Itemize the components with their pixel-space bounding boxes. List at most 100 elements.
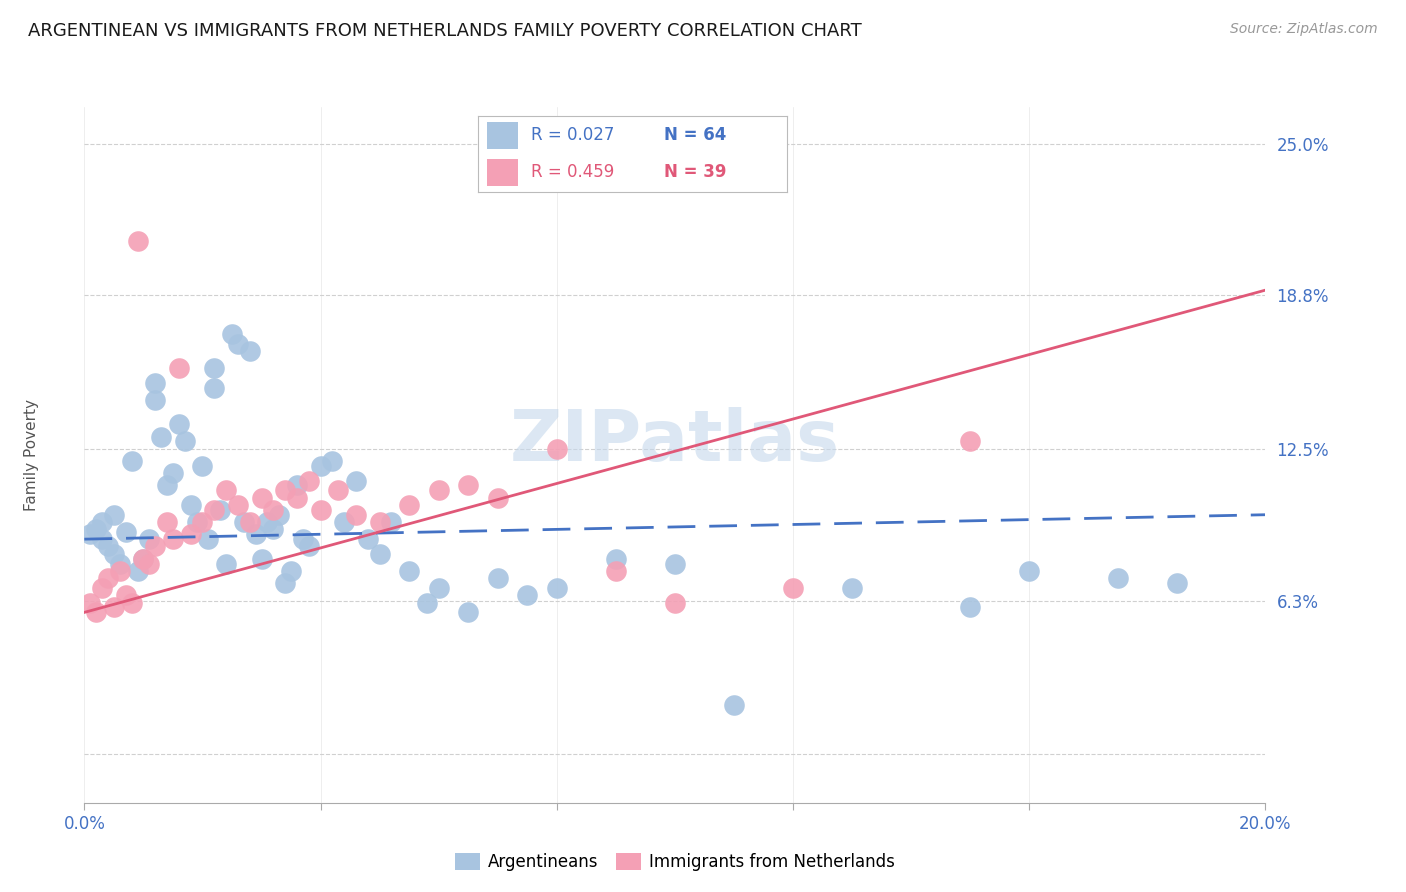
Point <box>127 564 149 578</box>
Point <box>114 524 136 539</box>
Text: N = 64: N = 64 <box>664 127 725 145</box>
Point <box>959 434 981 449</box>
Point <box>416 596 439 610</box>
Point <box>108 564 131 578</box>
Point <box>269 508 291 522</box>
Point <box>309 458 332 473</box>
Point <box>132 551 155 566</box>
Point <box>191 515 214 529</box>
Point <box>285 491 308 505</box>
Point <box>262 522 284 536</box>
Point <box>256 515 278 529</box>
Point <box>427 483 450 498</box>
Text: R = 0.459: R = 0.459 <box>530 163 614 181</box>
Point <box>91 515 114 529</box>
Text: Family Poverty: Family Poverty <box>24 399 39 511</box>
Point <box>486 571 509 585</box>
Text: R = 0.027: R = 0.027 <box>530 127 614 145</box>
Point <box>841 581 863 595</box>
Point <box>221 327 243 342</box>
Point <box>274 483 297 498</box>
Point <box>457 478 479 492</box>
Point <box>121 454 143 468</box>
Point <box>605 564 627 578</box>
Point <box>357 532 380 546</box>
Point <box>202 361 225 376</box>
Point <box>84 606 107 620</box>
Point <box>262 503 284 517</box>
Point <box>180 527 202 541</box>
Point <box>202 381 225 395</box>
Point <box>127 235 149 249</box>
Text: ZIPatlas: ZIPatlas <box>510 407 839 475</box>
Point <box>486 491 509 505</box>
Point <box>138 557 160 571</box>
Point <box>103 600 125 615</box>
Legend: Argentineans, Immigrants from Netherlands: Argentineans, Immigrants from Netherland… <box>449 847 901 878</box>
Point <box>546 442 568 456</box>
Point <box>162 532 184 546</box>
Point <box>162 467 184 481</box>
Point <box>91 532 114 546</box>
Point <box>226 498 249 512</box>
Point <box>226 336 249 351</box>
Point <box>79 527 101 541</box>
Point <box>150 429 173 443</box>
Point <box>1107 571 1129 585</box>
Point <box>250 491 273 505</box>
Point <box>143 392 166 407</box>
Point <box>782 581 804 595</box>
Point <box>245 527 267 541</box>
Point <box>103 547 125 561</box>
Point <box>121 596 143 610</box>
Point <box>959 600 981 615</box>
Point <box>84 522 107 536</box>
Point <box>664 557 686 571</box>
Point <box>215 557 238 571</box>
Point <box>186 515 208 529</box>
Point <box>156 515 179 529</box>
Point <box>114 588 136 602</box>
Point <box>108 557 131 571</box>
Point <box>97 540 120 554</box>
Point <box>239 344 262 359</box>
Point <box>291 532 314 546</box>
Point <box>197 532 219 546</box>
Text: Source: ZipAtlas.com: Source: ZipAtlas.com <box>1230 22 1378 37</box>
Point <box>368 547 391 561</box>
Point <box>344 474 367 488</box>
Point <box>516 588 538 602</box>
Point <box>103 508 125 522</box>
Point <box>143 376 166 390</box>
Point <box>280 564 302 578</box>
Point <box>167 361 190 376</box>
Point <box>191 458 214 473</box>
Point <box>232 515 254 529</box>
Point <box>344 508 367 522</box>
Point <box>167 417 190 432</box>
Point <box>173 434 195 449</box>
Point <box>132 551 155 566</box>
Point <box>368 515 391 529</box>
Point <box>664 596 686 610</box>
Point <box>333 515 356 529</box>
Point <box>239 515 262 529</box>
Point <box>79 596 101 610</box>
Point <box>215 483 238 498</box>
Point <box>309 503 332 517</box>
Point <box>380 515 402 529</box>
Point <box>285 478 308 492</box>
Point <box>546 581 568 595</box>
Point <box>202 503 225 517</box>
Point <box>723 698 745 713</box>
Point <box>274 576 297 591</box>
Point <box>180 498 202 512</box>
Point <box>328 483 350 498</box>
Point <box>250 551 273 566</box>
Point <box>138 532 160 546</box>
Point <box>143 540 166 554</box>
Point <box>298 474 321 488</box>
Point <box>457 606 479 620</box>
Point <box>209 503 232 517</box>
Point <box>427 581 450 595</box>
